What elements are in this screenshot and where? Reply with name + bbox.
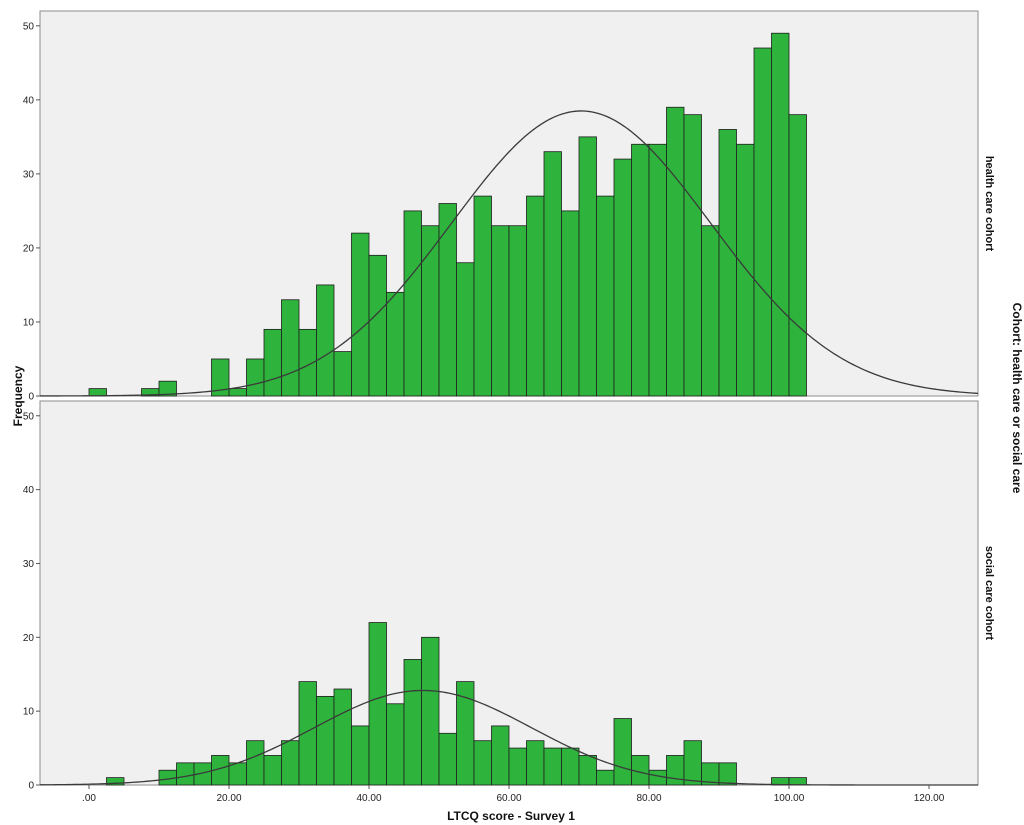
panel-label: health care cohort: [983, 156, 995, 252]
histogram-bar: [246, 358, 265, 397]
histogram-bar: [368, 622, 387, 786]
histogram-bar: [736, 143, 755, 397]
histogram-bar: [316, 695, 335, 786]
histogram-bar: [473, 195, 492, 397]
x-tick-label: 100.00: [774, 793, 805, 804]
y-tick-label: 50: [23, 411, 35, 422]
histogram-bar: [666, 106, 685, 397]
histogram-bar: [561, 210, 580, 397]
histogram-bar: [491, 225, 510, 397]
panel-label: social care cohort: [983, 546, 995, 640]
histogram-bar: [508, 225, 527, 397]
histogram-bar: [648, 143, 667, 397]
y-tick-label: 0: [28, 781, 34, 792]
histogram-bar: [263, 755, 282, 786]
histogram-bar: [368, 254, 387, 397]
y-axis-title: Frequency: [11, 365, 25, 426]
histogram-bar: [596, 769, 615, 786]
y-tick-label: 30: [23, 169, 35, 180]
y-tick-label: 30: [23, 559, 35, 570]
histogram-bar: [596, 195, 615, 397]
histogram-bar: [753, 47, 772, 397]
histogram-bar: [281, 299, 300, 397]
histogram-bar: [491, 725, 510, 786]
histogram-bar: [316, 284, 335, 397]
histogram-bar: [421, 636, 440, 786]
histogram-bar: [666, 755, 685, 786]
histogram-bar: [333, 351, 352, 397]
histogram-bar: [438, 203, 457, 397]
histogram-bar: [456, 681, 475, 786]
y-tick-label: 40: [23, 485, 35, 496]
x-tick-label: 40.00: [356, 793, 381, 804]
histogram-bar: [718, 129, 737, 397]
histogram-bar: [543, 151, 562, 397]
histogram-bar: [526, 195, 545, 397]
y-tick-label: 20: [23, 633, 35, 644]
histogram-bar: [578, 136, 597, 397]
histogram-bar: [281, 740, 300, 786]
histogram-bar: [613, 158, 632, 397]
histogram-bar: [176, 762, 195, 786]
histogram-bar: [718, 762, 737, 786]
histogram-bar: [683, 740, 702, 786]
y-tick-label: 20: [23, 243, 35, 254]
histogram-bar: [771, 32, 790, 397]
histogram-bar: [473, 740, 492, 786]
histogram-bar: [386, 703, 405, 786]
histogram-bar: [543, 747, 562, 786]
y-tick-label: 50: [23, 21, 35, 32]
x-tick-label: .00: [82, 793, 96, 804]
normal-curve: [40, 110, 979, 397]
x-tick-label: 120.00: [914, 793, 945, 804]
histogram-bar: [228, 388, 247, 397]
panel-1: 0 10 20 30 40 50 health care cohort: [23, 10, 995, 403]
histogram-bar: [351, 725, 370, 786]
histogram-bar: [386, 291, 405, 397]
histogram-bar: [613, 718, 632, 786]
histogram-bar: [456, 262, 475, 397]
panel-background: [39, 400, 979, 786]
histogram-bar: [578, 755, 597, 786]
x-axis: .00 20.00 40.00 60.00 80.00 100.00 120.00: [82, 785, 945, 804]
y-tick-label: 0: [28, 392, 34, 403]
histogram-bar: [228, 762, 247, 786]
x-tick-label: 60.00: [496, 793, 521, 804]
panel-2: 0 10 20 30 40 50 social care cohort: [23, 400, 995, 792]
histogram-bar: [508, 747, 527, 786]
histogram-bar: [246, 740, 265, 786]
histogram-bar: [211, 358, 230, 397]
histogram-bar: [561, 747, 580, 786]
histogram-bar: [298, 681, 317, 786]
histogram-bar: [631, 143, 650, 397]
histogram-bar: [158, 380, 177, 397]
histogram-bar: [88, 388, 107, 397]
histogram-bar: [351, 232, 370, 397]
normal-curve: [39, 689, 978, 786]
histogram-bar: [403, 659, 422, 786]
histogram-bar: [788, 114, 807, 397]
histogram-bar: [683, 114, 702, 397]
histogram-bar: [403, 210, 422, 397]
histogram-bar: [106, 777, 125, 786]
histogram-bar: [788, 777, 807, 786]
x-tick-label: 80.00: [636, 793, 661, 804]
panels-layer: 0 10 20 30 40 50 health care cohort 0 10 20 30 40 50…: [23, 10, 995, 792]
histogram-bar: [263, 328, 282, 397]
facet-title: Cohort: health care or social care: [1010, 303, 1024, 494]
y-tick-label: 40: [23, 95, 35, 106]
x-tick-label: 20.00: [216, 793, 241, 804]
y-tick-label: 10: [23, 317, 35, 328]
x-axis-title: LTCQ score - Survey 1: [447, 809, 575, 823]
y-tick-label: 10: [23, 707, 35, 718]
histogram-bar: [526, 740, 545, 786]
histogram-bar: [438, 732, 457, 786]
histogram-bar: [333, 688, 352, 786]
histogram-bar: [701, 225, 720, 397]
